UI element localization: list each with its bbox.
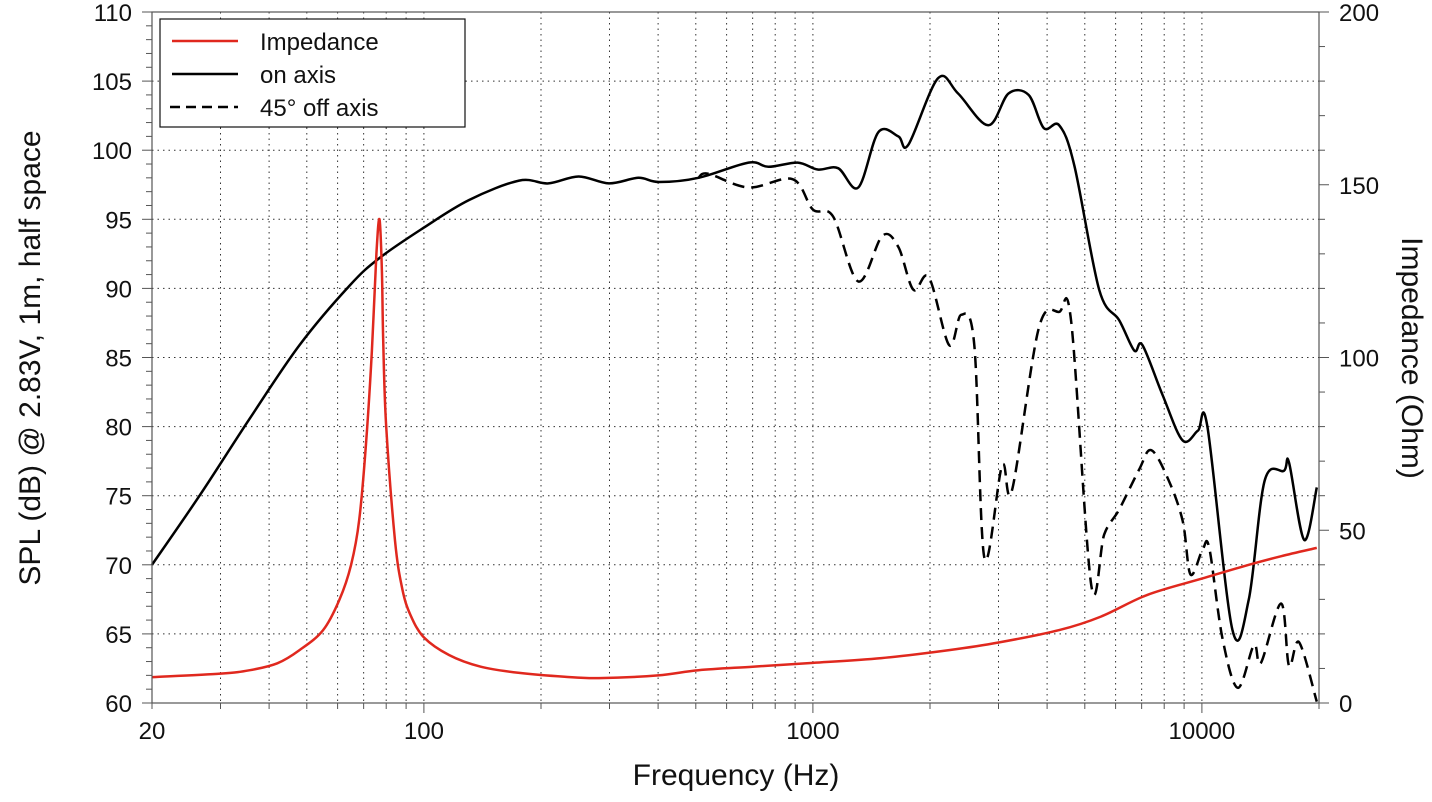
y2-axis-label: Impedance (Ohm) xyxy=(1395,237,1428,479)
x-axis-label: Frequency (Hz) xyxy=(633,759,840,792)
x-tick-label: 1000 xyxy=(786,718,839,745)
plot-frame xyxy=(151,11,1320,704)
y-tick-label: 105 xyxy=(92,69,132,96)
axis-ticks: 20 100 1000 10000 60 65 70 75 80 85 90 95 100 105 110 0… xyxy=(92,0,1379,745)
legend: Impedance on axis 45° off axis xyxy=(159,18,466,128)
y-tick-label: 95 xyxy=(105,207,132,234)
y-tick-label: 100 xyxy=(92,138,132,165)
legend-label-impedance: Impedance xyxy=(260,29,379,56)
legend-label-off-axis: 45° off axis xyxy=(260,95,379,122)
y2-tick-label: 100 xyxy=(1339,346,1379,373)
y2-tick-label: 50 xyxy=(1339,518,1366,545)
y-tick-label: 60 xyxy=(105,691,132,718)
y-axis-label: SPL (dB) @ 2.83V, 1m, half space xyxy=(14,130,47,585)
y2-tick-label: 0 xyxy=(1339,691,1352,718)
y-tick-label: 75 xyxy=(105,484,132,511)
series-line-on-axis xyxy=(150,74,1319,642)
x-tick-label: 20 xyxy=(139,718,166,745)
grid xyxy=(152,12,1319,703)
y-tick-label: 80 xyxy=(105,415,132,442)
y-tick-label: 70 xyxy=(105,553,132,580)
y-tick-label: 90 xyxy=(105,276,132,303)
x-tick-label: 100 xyxy=(404,718,444,745)
series-group xyxy=(150,74,1319,702)
y-tick-label: 65 xyxy=(105,622,132,649)
y2-tick-label: 150 xyxy=(1339,173,1379,200)
y2-tick-label: 200 xyxy=(1339,0,1379,27)
series-line-impedance xyxy=(151,217,1318,680)
y-tick-label: 110 xyxy=(94,0,132,27)
legend-label-on-axis: on axis xyxy=(260,62,336,89)
x-tick-label: 10000 xyxy=(1169,718,1236,745)
y-tick-label: 85 xyxy=(105,346,132,373)
series-line-45-off-axis xyxy=(697,172,1318,702)
